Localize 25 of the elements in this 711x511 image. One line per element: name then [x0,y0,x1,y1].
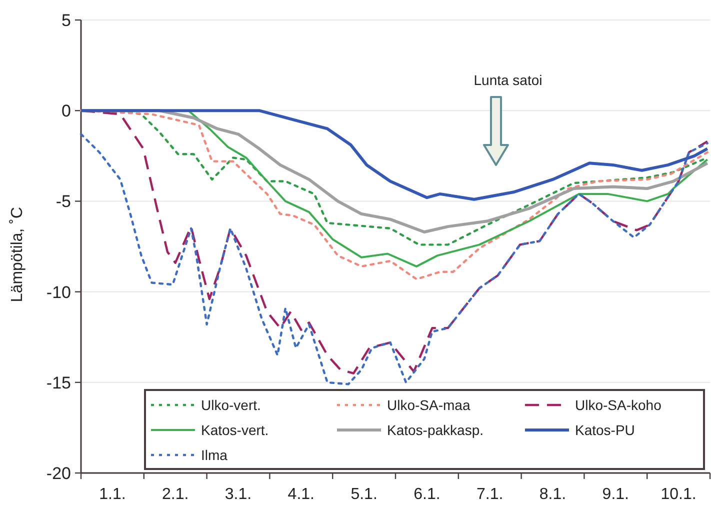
x-tick-label: 5.1. [350,486,378,503]
y-tick-label: -15 [46,373,71,392]
x-tick-label: 2.1. [162,486,189,503]
legend-label: Ilma [201,446,228,463]
y-tick-label: -10 [46,282,71,302]
x-tick-label: 9.1. [602,486,629,503]
legend-label: Ulko-vert. [201,396,261,413]
y-tick-label: 5 [62,10,71,30]
y-axis-title: Lämpötila, ˚C [9,206,26,302]
x-tick-label: 6.1. [414,486,440,503]
y-tick-label: -20 [46,464,71,483]
x-tick-label: 8.1. [539,486,566,503]
x-tick-label: 7.1. [476,486,504,503]
y-tick-label: 0 [62,102,71,121]
x-tick-label: 3.1. [224,486,252,503]
legend-label: Katos-PU [575,422,635,438]
annotation: Lunta satoi [474,72,542,88]
legend-label: Ulko-SA-maa [387,396,470,413]
x-tick-label: 10.1. [660,486,696,503]
legend-label: Katos-pakkasp. [387,422,484,438]
legend-label: Katos-vert. [201,422,269,438]
x-tick-label: 4.1. [288,486,314,503]
y-tick-label: -5 [56,192,71,212]
legend-label: Ulko-SA-koho [575,396,662,413]
x-tick-label: 1.1. [99,486,126,503]
